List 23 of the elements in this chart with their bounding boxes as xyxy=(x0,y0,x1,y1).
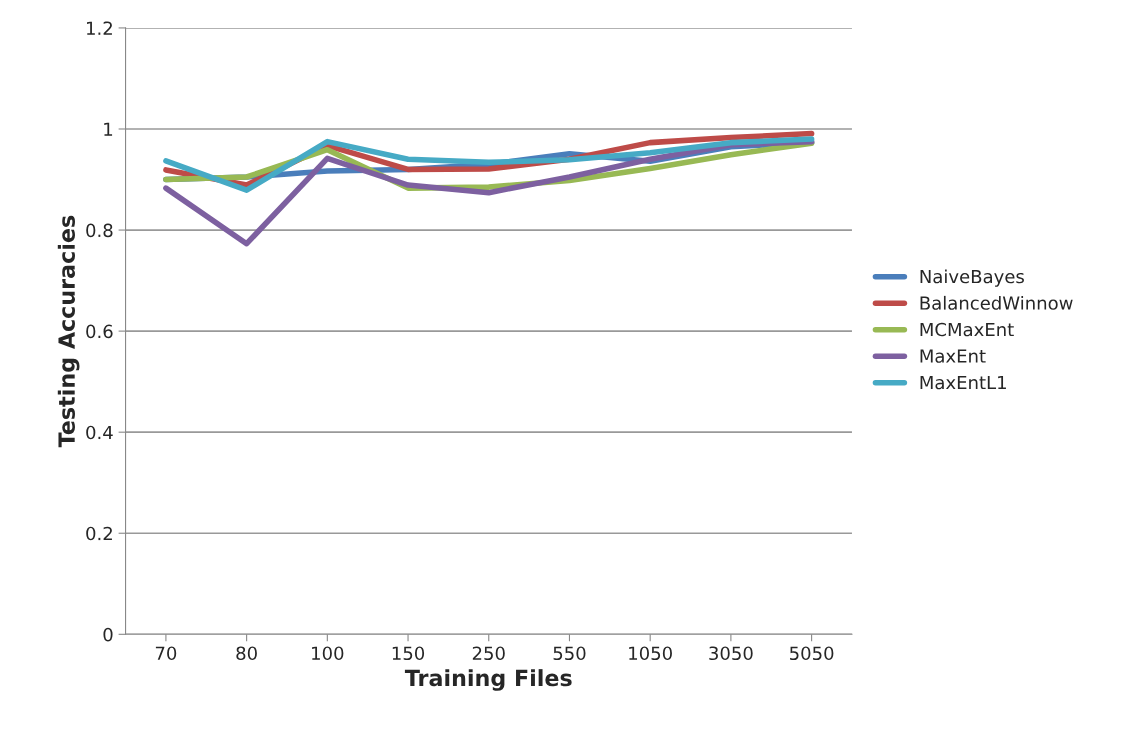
y-tick-label: 1.2 xyxy=(87,21,112,35)
legend-label: BalancedWinnow xyxy=(920,295,1073,310)
y-tick-label: 0.2 xyxy=(86,526,112,541)
x-tick-label: 100 xyxy=(312,646,344,661)
x-tick-label: 250 xyxy=(472,646,505,661)
y-tick-label: 0.8 xyxy=(86,223,113,238)
x-axis-title: Training Files xyxy=(404,669,572,691)
x-tick-label: 5050 xyxy=(790,646,834,661)
legend-label: NaiveBayes xyxy=(920,269,1024,287)
x-tick-label: 80 xyxy=(236,646,257,661)
x-tick-label: 3050 xyxy=(709,646,753,661)
legend-label: MaxEntL1 xyxy=(920,375,1006,390)
x-tick-label: 550 xyxy=(553,646,586,661)
y-axis-title: Testing Accuracies xyxy=(57,215,80,448)
legend-label: MCMaxEnt xyxy=(920,322,1014,337)
y-tick-label: 0.4 xyxy=(86,425,113,440)
y-tick-label: 0 xyxy=(103,627,113,642)
y-tick-label: 1 xyxy=(104,122,113,136)
x-tick-label: 1050 xyxy=(629,646,672,661)
y-tick-label: 0.6 xyxy=(86,324,113,339)
x-tick-label: 70 xyxy=(155,646,177,661)
legend-label: MaxEnt xyxy=(920,349,986,363)
x-tick-label: 150 xyxy=(392,646,425,661)
